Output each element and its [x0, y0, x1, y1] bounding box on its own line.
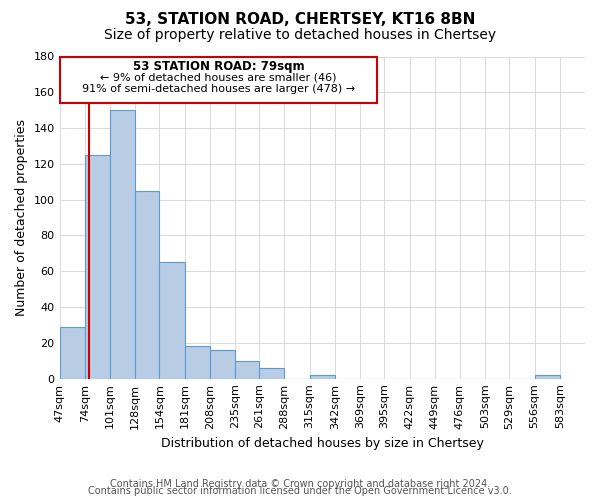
Text: ← 9% of detached houses are smaller (46): ← 9% of detached houses are smaller (46): [100, 72, 337, 83]
X-axis label: Distribution of detached houses by size in Chertsey: Distribution of detached houses by size …: [161, 437, 484, 450]
Bar: [160, 262, 185, 378]
Bar: [259, 368, 284, 378]
Bar: [135, 190, 160, 378]
Bar: [59, 327, 85, 378]
Bar: [235, 361, 259, 378]
Bar: [185, 346, 210, 378]
Text: Contains public sector information licensed under the Open Government Licence v3: Contains public sector information licen…: [88, 486, 512, 496]
Bar: [110, 110, 135, 378]
Bar: [310, 375, 335, 378]
Text: 53, STATION ROAD, CHERTSEY, KT16 8BN: 53, STATION ROAD, CHERTSEY, KT16 8BN: [125, 12, 475, 28]
Text: Contains HM Land Registry data © Crown copyright and database right 2024.: Contains HM Land Registry data © Crown c…: [110, 479, 490, 489]
Bar: [85, 155, 110, 378]
Bar: [210, 350, 235, 378]
Y-axis label: Number of detached properties: Number of detached properties: [15, 119, 28, 316]
Text: Size of property relative to detached houses in Chertsey: Size of property relative to detached ho…: [104, 28, 496, 42]
Text: 91% of semi-detached houses are larger (478) →: 91% of semi-detached houses are larger (…: [82, 84, 355, 94]
FancyBboxPatch shape: [59, 56, 377, 103]
Text: 53 STATION ROAD: 79sqm: 53 STATION ROAD: 79sqm: [133, 60, 304, 73]
Bar: [535, 375, 560, 378]
